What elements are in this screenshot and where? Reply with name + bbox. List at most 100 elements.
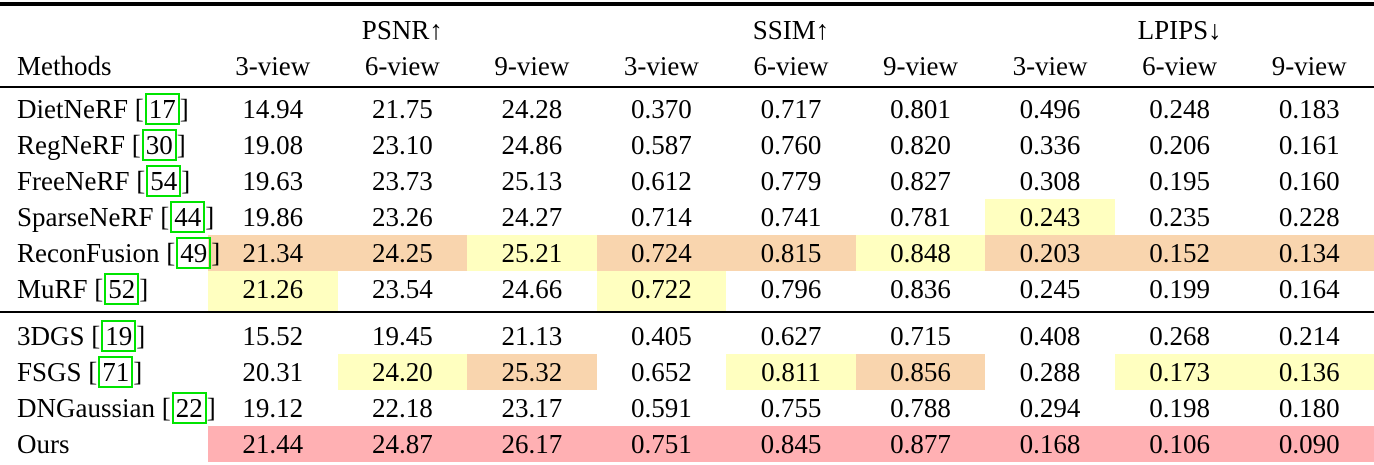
metric-cell: 0.741 — [760, 201, 822, 232]
metric-cell: 0.308 — [1019, 165, 1081, 196]
metric-cell: 0.612 — [631, 165, 692, 196]
metric-cell: 0.877 — [855, 426, 986, 462]
metric-cell: 15.52 — [242, 320, 304, 351]
method-cell: DietNeRF [17] — [17, 93, 189, 125]
metric-cell: 0.714 — [631, 201, 692, 232]
metric-cell: 0.820 — [890, 129, 951, 160]
metric-cell: 0.815 — [726, 235, 856, 271]
metric-cell: 0.848 — [855, 235, 986, 271]
metric-cell: 0.496 — [1019, 93, 1081, 124]
metric-cell: 0.760 — [760, 129, 822, 160]
metric-cell: 0.370 — [631, 93, 692, 124]
metric-cell: 0.090 — [1244, 426, 1374, 462]
metric-cell: 0.717 — [760, 93, 822, 124]
view-header-psnr-6-view: 6-view — [364, 50, 440, 81]
metrics-table: PSNR↑ SSIM↑ LPIPS↓ Methods 3-view 6-view 9… — [0, 6, 1374, 462]
metric-cell: 0.591 — [631, 392, 692, 423]
citation-link[interactable]: 30 — [141, 129, 177, 161]
table-row-fsgs: FSGS [71] 20.31 24.20 25.32 0.652 0.811 0.856 0… — [0, 354, 1374, 390]
metric-cell: 23.73 — [371, 165, 433, 196]
metric-cell: 19.12 — [242, 392, 304, 423]
table-row-reconfusion: ReconFusion [49] 21.34 24.25 25.21 0.724 0.81… — [0, 235, 1374, 271]
lpips-group-header: LPIPS↓ — [1137, 15, 1222, 45]
metric-group-header-row: PSNR↑ SSIM↑ LPIPS↓ — [0, 6, 1374, 46]
metric-cell: 24.66 — [501, 273, 563, 304]
table-row-ours: Ours 21.44 24.87 26.17 0.751 0.845 0.877 0.168 0… — [0, 426, 1374, 462]
view-header-ssim-9-view: 9-view — [883, 50, 958, 81]
view-header-ssim-6-view: 6-view — [753, 50, 829, 81]
citation-link[interactable]: 17 — [144, 93, 180, 125]
metric-cell: 0.336 — [1019, 129, 1081, 160]
metric-cell: 24.25 — [337, 235, 468, 271]
psnr-group-header: PSNR↑ — [361, 15, 443, 45]
metric-cell: 0.779 — [760, 165, 822, 196]
method-cell: SparseNeRF [44] — [17, 201, 215, 233]
metric-cell: 19.08 — [242, 129, 304, 160]
view-header-lpips-9-view: 9-view — [1271, 50, 1347, 81]
view-header-psnr-3-view: 3-view — [235, 50, 311, 81]
citation-link[interactable]: 54 — [146, 165, 182, 197]
metric-cell: 24.27 — [501, 201, 563, 232]
metric-cell: 0.788 — [890, 392, 951, 423]
metric-cell: 0.796 — [760, 273, 822, 304]
metric-cell: 0.801 — [890, 93, 951, 124]
metric-cell: 24.20 — [337, 354, 468, 390]
method-cell: DNGaussian [22] — [17, 392, 216, 424]
metric-cell: 0.856 — [855, 354, 986, 390]
method-cell: Ours — [17, 428, 70, 459]
methods-header-spacer — [0, 6, 208, 46]
method-cell: 3DGS [19] — [17, 320, 146, 352]
metric-cell: 23.54 — [371, 273, 433, 304]
metric-cell: 21.13 — [501, 320, 563, 351]
metric-cell: 19.45 — [371, 320, 433, 351]
metric-cell: 0.195 — [1149, 165, 1210, 196]
table-row-freenerf: FreeNeRF [54] 19.63 23.73 25.13 0.612 0.779 0.… — [0, 163, 1374, 199]
method-cell: RegNeRF [30] — [17, 129, 186, 161]
ssim-group-header: SSIM↑ — [752, 15, 830, 45]
metric-cell: 0.243 — [985, 199, 1115, 235]
methods-column-header: Methods — [17, 50, 112, 81]
metric-cell: 0.724 — [596, 235, 727, 271]
nerf-methods-group: DietNeRF [17] 14.94 21.75 24.28 0.370 0.717 0.… — [0, 87, 1374, 312]
metric-cell: 0.203 — [985, 235, 1115, 271]
metric-cell: 21.44 — [208, 426, 338, 462]
metric-cell: 0.827 — [890, 165, 951, 196]
metric-cell: 0.248 — [1149, 93, 1210, 124]
citation-link[interactable]: 44 — [170, 201, 206, 233]
metric-cell: 25.21 — [467, 235, 597, 271]
metric-cell: 21.75 — [371, 93, 433, 124]
metric-cell: 0.652 — [631, 356, 692, 387]
table-row-murf: MuRF [52] 21.26 23.54 24.66 0.722 0.796 0.836 0… — [0, 271, 1374, 312]
citation-link[interactable]: 22 — [171, 392, 207, 424]
method-cell: ReconFusion [49] — [17, 237, 221, 269]
metric-cell: 0.228 — [1278, 201, 1340, 232]
metric-cell: 0.106 — [1114, 426, 1245, 462]
method-cell: MuRF [52] — [17, 273, 149, 305]
metric-cell: 20.31 — [242, 356, 304, 387]
metric-cell: 0.198 — [1149, 392, 1210, 423]
citation-link[interactable]: 19 — [101, 320, 137, 352]
metric-cell: 0.294 — [1019, 392, 1081, 423]
metric-cell: 19.86 — [242, 201, 304, 232]
method-cell: FreeNeRF [54] — [17, 165, 191, 197]
metric-cell: 0.164 — [1278, 273, 1340, 304]
metric-cell: 21.34 — [208, 235, 338, 271]
metric-cell: 0.136 — [1244, 354, 1374, 390]
metric-cell: 21.26 — [208, 271, 338, 312]
citation-link[interactable]: 49 — [176, 237, 212, 269]
view-header-row: Methods 3-view 6-view 9-view 3-view 6-view 9-… — [0, 46, 1374, 87]
metric-cell: 0.134 — [1244, 235, 1374, 271]
metric-cell: 0.235 — [1149, 201, 1210, 232]
metric-cell: 0.405 — [631, 320, 692, 351]
metric-cell: 0.161 — [1278, 129, 1340, 160]
citation-link[interactable]: 71 — [98, 356, 134, 388]
table-header: PSNR↑ SSIM↑ LPIPS↓ Methods 3-view 6-view 9… — [0, 6, 1374, 87]
method-cell: FSGS [71] — [17, 356, 143, 388]
metric-cell: 24.86 — [501, 129, 563, 160]
table-row-dngaussian: DNGaussian [22] 19.12 22.18 23.17 0.591 0.755… — [0, 390, 1374, 426]
metric-cell: 19.63 — [242, 165, 304, 196]
metric-cell: 0.811 — [726, 354, 856, 390]
metric-cell: 0.268 — [1149, 320, 1210, 351]
citation-link[interactable]: 52 — [104, 273, 140, 305]
metric-cell: 0.183 — [1278, 93, 1340, 124]
